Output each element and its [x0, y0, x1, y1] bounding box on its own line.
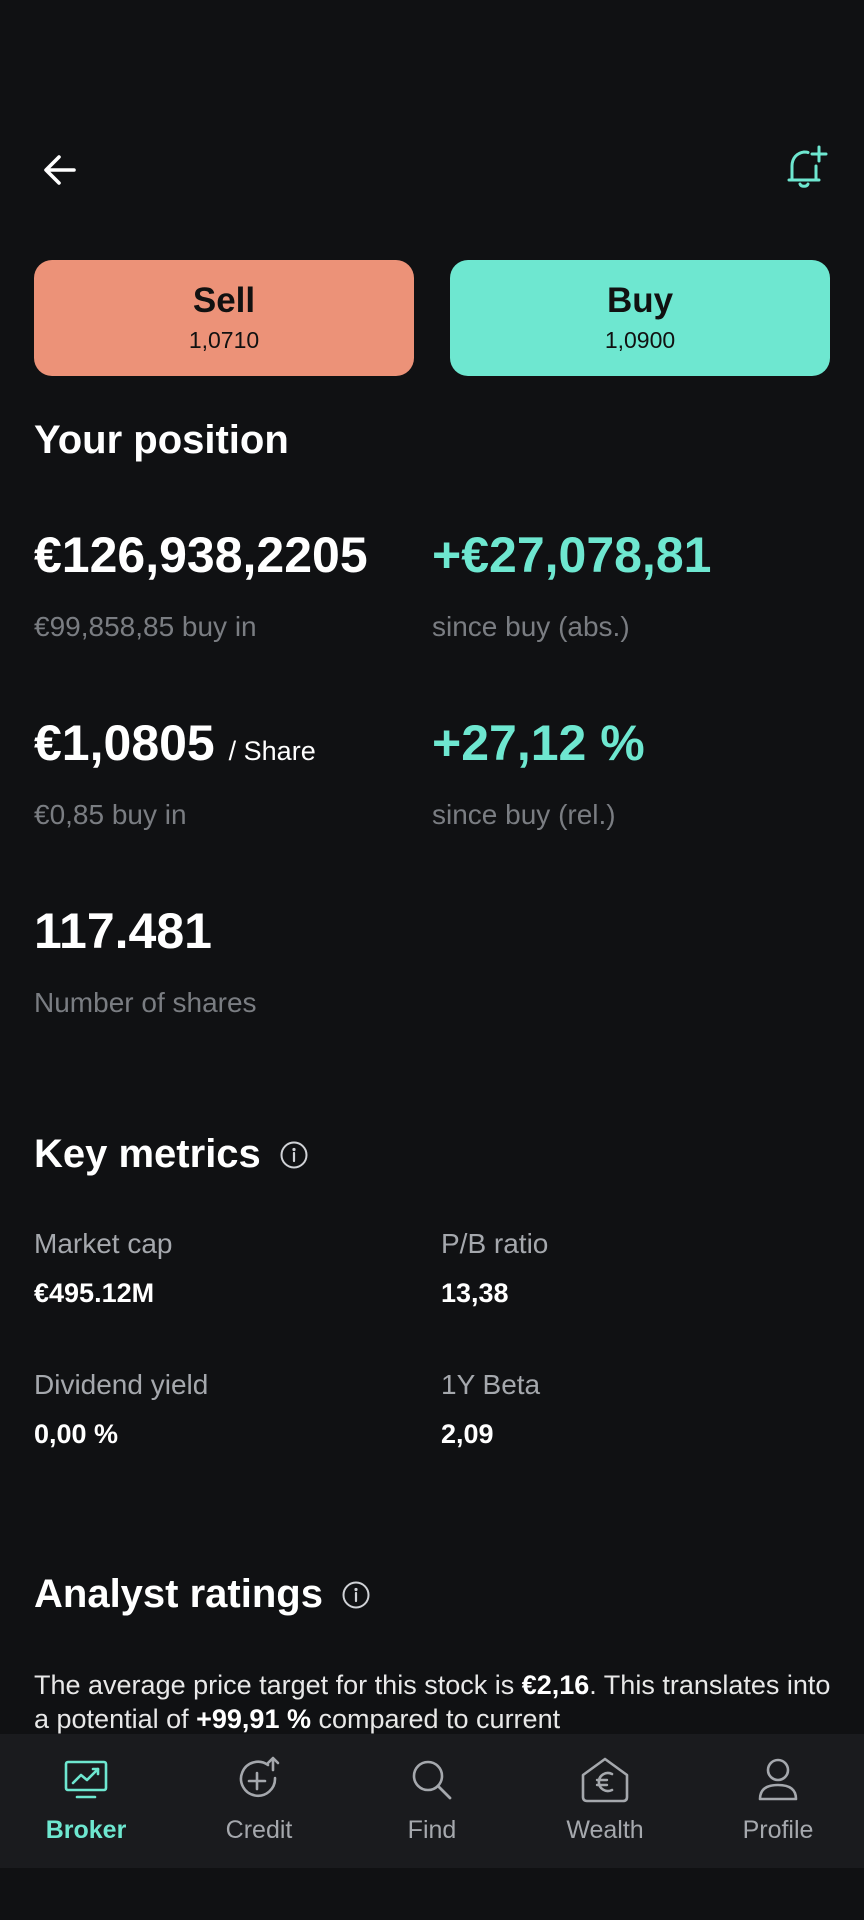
dividend-yield-value: 0,00 % [34, 1419, 119, 1449]
key-metrics-title: Key metrics [34, 1132, 261, 1176]
analyst-text-2: . This translates into a potential of [34, 1670, 831, 1734]
gain-relative: +27,12 % [432, 715, 645, 771]
tab-credit[interactable]: Credit [173, 1734, 345, 1868]
position-buy-in: €99,858,85 buy in [34, 611, 257, 642]
key-metrics-header: Key metrics [34, 1132, 309, 1177]
price-per-share-row: €1,0805 / Share [34, 714, 316, 772]
tab-find[interactable]: Find [346, 1734, 518, 1868]
tab-label: Find [407, 1816, 457, 1844]
per-share-unit: / Share [228, 736, 316, 766]
tab-wealth[interactable]: Wealth [519, 1734, 691, 1868]
analyst-ratings-title: Analyst ratings [34, 1572, 323, 1616]
position-value: €126,938,2205 [34, 527, 368, 583]
dividend-yield-label: Dividend yield [34, 1369, 209, 1400]
analyst-text-1: The average price target for this stock … [34, 1670, 522, 1700]
tab-label: Wealth [566, 1816, 644, 1844]
buy-price: 1,0900 [604, 327, 676, 353]
pb-ratio-value: 13,38 [441, 1278, 509, 1308]
gain-relative-label: since buy (rel.) [432, 799, 616, 830]
add-alert-button[interactable] [774, 136, 838, 200]
back-button[interactable] [30, 140, 90, 200]
analyst-summary: The average price target for this stock … [34, 1668, 834, 1734]
market-cap-label: Market cap [34, 1228, 173, 1259]
info-icon[interactable] [341, 1580, 371, 1610]
tab-label: Broker [45, 1816, 127, 1844]
sell-price: 1,0710 [188, 327, 260, 353]
sell-button[interactable]: Sell 1,0710 [34, 260, 414, 376]
shares-count: 117.481 [34, 903, 212, 959]
gain-absolute: +€27,078,81 [432, 527, 712, 583]
tab-label: Credit [225, 1816, 293, 1844]
shares-label: Number of shares [34, 987, 257, 1018]
beta-label: 1Y Beta [441, 1369, 541, 1400]
euro-house-icon [581, 1757, 629, 1803]
price-potential: +99,91 % [196, 1704, 311, 1734]
bottom-tab-bar: Broker Credit Find Wealth [0, 1734, 864, 1868]
bell-plus-icon [787, 145, 828, 188]
pb-ratio-label: P/B ratio [441, 1228, 549, 1259]
market-cap-value: €495.12M [34, 1278, 155, 1308]
tab-profile[interactable]: Profile [692, 1734, 864, 1868]
beta-value: 2,09 [441, 1419, 494, 1449]
analyst-text-3: compared to current [310, 1704, 561, 1734]
gain-absolute-label: since buy (abs.) [432, 611, 630, 642]
price-buy-in: €0,85 buy in [34, 799, 187, 830]
search-icon [412, 1760, 452, 1800]
buy-label: Buy [606, 281, 674, 320]
price-per-share: €1,0805 [34, 715, 215, 771]
person-icon [758, 1758, 798, 1801]
buy-button[interactable]: Buy 1,0900 [450, 260, 830, 376]
tab-broker[interactable]: Broker [0, 1734, 172, 1868]
chart-screen-icon [64, 1760, 108, 1799]
position-title: Your position [34, 418, 289, 462]
info-icon[interactable] [279, 1140, 309, 1170]
analyst-ratings-header: Analyst ratings [34, 1572, 371, 1617]
plus-circle-arrow-icon [239, 1756, 280, 1798]
tab-label: Profile [742, 1816, 814, 1844]
price-target: €2,16 [521, 1670, 590, 1700]
arrow-left-icon [44, 155, 76, 185]
sell-label: Sell [192, 281, 256, 320]
